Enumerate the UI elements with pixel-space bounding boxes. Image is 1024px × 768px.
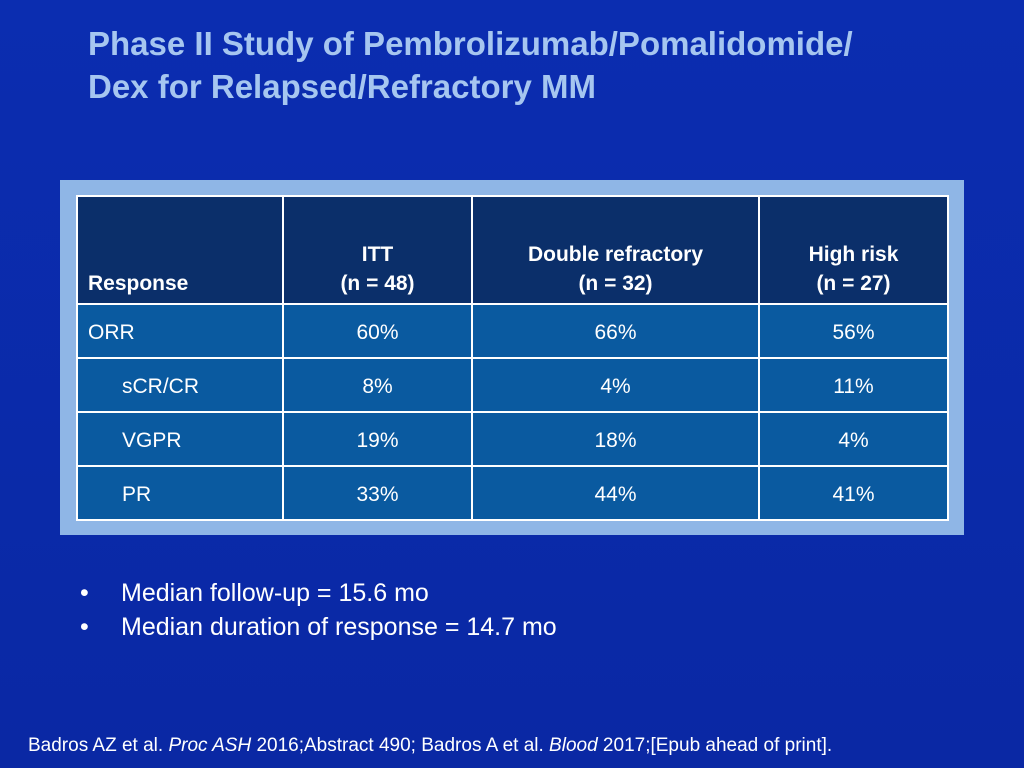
bullet-text-duration: Median duration of response = 14.7 mo <box>121 613 557 641</box>
citation-part-2: 2016;Abstract 490; Badros A et al. <box>251 735 550 756</box>
cell-vgpr-high-risk: 4% <box>758 411 949 467</box>
citation-part-3: 2017;[Epub ahead of print]. <box>597 735 833 756</box>
citation-part-1: Badros AZ et al. <box>28 735 169 756</box>
bullet-marker: • <box>80 613 89 641</box>
cell-scr-cr-itt: 8% <box>282 357 473 413</box>
citation-journal-1: Proc ASH <box>168 735 252 756</box>
header-high-risk: High risk (n = 27) <box>758 195 949 305</box>
cell-vgpr-double-refractory: 18% <box>471 411 760 467</box>
cell-orr-double-refractory: 66% <box>471 303 760 359</box>
header-row: Response ITT (n = 48) Double refractory … <box>76 195 949 305</box>
row-label-scr-cr: sCR/CR <box>76 357 284 413</box>
slide-title: Phase II Study of Pembrolizumab/Pomalido… <box>88 22 988 108</box>
header-itt: ITT (n = 48) <box>282 195 473 305</box>
table-row-vgpr: VGPR 19% 18% 4% <box>76 411 949 467</box>
row-label-orr: ORR <box>76 303 284 359</box>
bullet-item-duration: • Median duration of response = 14.7 mo <box>80 610 557 644</box>
cell-pr-itt: 33% <box>282 465 473 521</box>
header-high-risk-line2: (n = 27) <box>816 272 891 295</box>
title-line-2: Dex for Relapsed/Refractory MM <box>88 68 596 105</box>
header-response-line2: Response <box>88 272 189 295</box>
bullet-marker: • <box>80 579 89 607</box>
cell-pr-high-risk: 41% <box>758 465 949 521</box>
header-double-refractory: Double refractory (n = 32) <box>471 195 760 305</box>
citation-journal-2: Blood <box>549 735 598 756</box>
header-itt-line1: ITT <box>361 243 394 266</box>
row-label-vgpr: VGPR <box>76 411 284 467</box>
table-row-orr: ORR 60% 66% 56% <box>76 303 949 359</box>
table-header: Response ITT (n = 48) Double refractory … <box>76 195 949 305</box>
cell-scr-cr-double-refractory: 4% <box>471 357 760 413</box>
table-row-pr: PR 33% 44% 41% <box>76 465 949 521</box>
table-body: ORR 60% 66% 56% sCR/CR 8% 4% 11% VGPR 19… <box>76 303 949 521</box>
cell-pr-double-refractory: 44% <box>471 465 760 521</box>
header-response: Response <box>76 195 284 305</box>
bullet-text-follow-up: Median follow-up = 15.6 mo <box>121 579 429 607</box>
citation: Badros AZ et al. Proc ASH 2016;Abstract … <box>28 733 1008 759</box>
header-itt-line2: (n = 48) <box>340 272 415 295</box>
header-double-refractory-line1: Double refractory <box>527 243 704 266</box>
header-double-refractory-line2: (n = 32) <box>578 272 653 295</box>
cell-scr-cr-high-risk: 11% <box>758 357 949 413</box>
header-high-risk-line1: High risk <box>808 243 899 266</box>
cell-vgpr-itt: 19% <box>282 411 473 467</box>
cell-orr-itt: 60% <box>282 303 473 359</box>
bullet-item-follow-up: • Median follow-up = 15.6 mo <box>80 576 557 610</box>
row-label-pr: PR <box>76 465 284 521</box>
title-line-1: Phase II Study of Pembrolizumab/Pomalido… <box>88 25 853 62</box>
table-row-scr-cr: sCR/CR 8% 4% 11% <box>76 357 949 413</box>
bullet-list: • Median follow-up = 15.6 mo • Median du… <box>80 576 557 644</box>
response-table: Response ITT (n = 48) Double refractory … <box>76 195 949 521</box>
cell-orr-high-risk: 56% <box>758 303 949 359</box>
